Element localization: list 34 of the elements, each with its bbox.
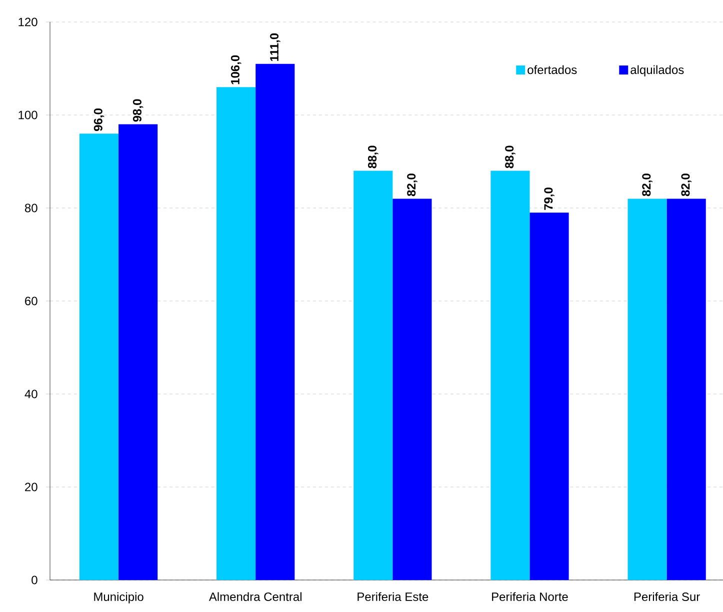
data-label: 106,0 (230, 55, 242, 84)
data-label: 79,0 (544, 188, 554, 210)
bar (256, 64, 295, 580)
x-tick-label: Almendra Central (208, 592, 302, 602)
data-label: 96,0 (94, 108, 104, 131)
bar (392, 198, 432, 580)
data-label: 82,0 (642, 174, 652, 196)
bar (79, 134, 119, 580)
legend-label: ofertados (528, 65, 577, 74)
data-label: 82,0 (681, 174, 692, 196)
bar (354, 170, 393, 580)
y-tick-label: 0 (32, 576, 38, 584)
y-tick-label: 120 (18, 18, 38, 26)
y-tick-label: 100 (18, 110, 38, 120)
data-label: 111,0 (270, 33, 280, 61)
bar (628, 198, 667, 580)
data-label: 88,0 (368, 146, 378, 168)
y-tick-label: 80 (24, 204, 38, 212)
bar (666, 198, 706, 580)
bar (530, 212, 569, 580)
data-label: 88,0 (505, 146, 516, 168)
data-label: 98,0 (132, 99, 144, 122)
y-tick-label: 40 (24, 390, 38, 398)
y-tick-label: 60 (25, 296, 38, 306)
data-label: 82,0 (407, 174, 418, 196)
y-tick-label: 20 (25, 482, 38, 492)
x-tick-label: Periferia Este (358, 592, 428, 602)
legend-label: alquilados (630, 65, 684, 76)
x-tick-label: Periferia Norte (492, 592, 568, 602)
x-tick-label: Municipio (94, 592, 144, 604)
bar (216, 87, 256, 580)
x-tick-label: Periferia Sur (634, 592, 700, 602)
bar (118, 124, 158, 580)
bar (490, 170, 530, 580)
